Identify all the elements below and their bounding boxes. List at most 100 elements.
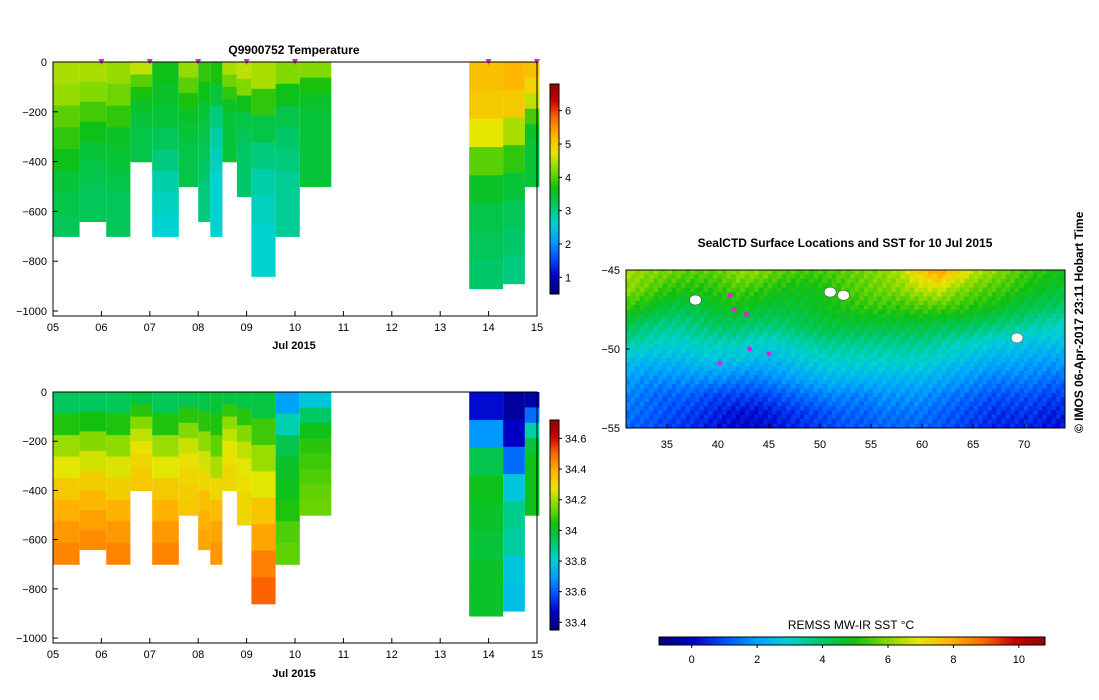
- sst-cell: [978, 318, 984, 324]
- sst-cell: [1014, 370, 1020, 376]
- sst-cell: [927, 327, 933, 332]
- sst-cell: [959, 375, 965, 381]
- sst-cell: [635, 366, 641, 372]
- sst-cell: [1042, 401, 1048, 407]
- sst-cell: [639, 375, 645, 381]
- sst-cell: [936, 327, 942, 332]
- sst-cell: [644, 296, 650, 302]
- temperature-colorbar-swatch: [550, 204, 559, 208]
- sst-cell: [877, 331, 883, 337]
- sst-cell: [845, 384, 851, 389]
- sst-cell: [854, 270, 860, 275]
- sst-colorbar-swatch: [729, 637, 734, 645]
- sst-cell: [955, 331, 961, 337]
- sst-cell: [932, 362, 938, 367]
- temperature-colorbar-swatch: [550, 84, 559, 88]
- sst-cell: [699, 366, 705, 372]
- sst-cell: [895, 414, 901, 420]
- sst-cell: [1023, 300, 1029, 306]
- sst-colorbar-swatch: [845, 637, 850, 645]
- sst-cell: [1042, 313, 1048, 319]
- sst-colorbar-swatch: [848, 637, 853, 645]
- sst-cell: [653, 366, 659, 372]
- temperature-cell: [236, 112, 252, 130]
- sst-cell: [690, 331, 695, 337]
- sst-cell: [882, 384, 888, 389]
- sst-cell: [845, 419, 851, 425]
- sst-colorbar-tick-label: 2: [754, 654, 760, 666]
- sst-cell: [1010, 406, 1016, 411]
- sst-cell: [900, 287, 906, 293]
- sst-cell: [996, 414, 1002, 420]
- sst-cell: [717, 388, 723, 394]
- sst-cell: [991, 362, 997, 367]
- sst-cell: [772, 335, 778, 341]
- sst-cell: [740, 313, 746, 319]
- sst-cell: [886, 423, 892, 429]
- sst-cell: [749, 344, 755, 350]
- sst-cell: [941, 291, 947, 297]
- sst-cell: [790, 344, 796, 350]
- temperature-colorbar-swatch: [550, 223, 559, 227]
- sst-cell: [717, 353, 723, 359]
- sst-cell: [717, 392, 723, 398]
- salinity-cell: [198, 510, 211, 531]
- sst-cell: [740, 322, 746, 328]
- sst-cell: [904, 419, 910, 425]
- temperature-colorbar-label: 1: [565, 272, 571, 284]
- sst-cell: [1046, 340, 1052, 346]
- sst-cell: [744, 287, 750, 293]
- sst-cell: [731, 344, 737, 350]
- sst-cell: [836, 322, 842, 328]
- sst-cell: [795, 283, 801, 288]
- temperature-cell: [79, 181, 107, 202]
- sst-cell: [900, 283, 906, 288]
- sst-cell: [891, 414, 897, 420]
- sst-cell: [955, 274, 961, 280]
- sst-colorbar-swatch: [1025, 637, 1030, 645]
- sst-cell: [731, 278, 737, 284]
- salinity-colorbar-swatch: [550, 483, 559, 487]
- sst-cell: [712, 344, 718, 350]
- sst-cell: [653, 344, 659, 350]
- temperature-cell: [503, 228, 525, 257]
- sst-cell: [968, 270, 974, 275]
- sst-cell: [946, 300, 952, 306]
- sst-colorbar-swatch: [922, 637, 927, 645]
- sst-cell: [918, 392, 924, 398]
- salinity-cell: [130, 478, 153, 491]
- sst-cell: [946, 392, 952, 398]
- sst-cell: [786, 353, 792, 359]
- sst-cell: [703, 313, 709, 319]
- sst-cell: [900, 384, 906, 389]
- sst-cell: [978, 270, 984, 275]
- sst-cell: [904, 327, 910, 332]
- sst-cell: [891, 410, 897, 416]
- sst-cell: [790, 331, 796, 337]
- sst-cell: [763, 406, 769, 411]
- sst-cell: [717, 379, 723, 385]
- sst-cell: [996, 397, 1002, 403]
- sst-colorbar-swatch: [868, 637, 872, 645]
- sst-cell: [799, 287, 805, 293]
- sst-cell: [795, 309, 801, 315]
- sst-cell: [1055, 423, 1061, 429]
- sst-cell: [635, 388, 641, 394]
- temperature-colorbar-swatch: [550, 118, 559, 122]
- sst-cell: [854, 327, 860, 332]
- sst-cell: [959, 300, 965, 306]
- sst-cell: [717, 410, 723, 416]
- sst-cell: [854, 296, 860, 302]
- salinity-cell: [251, 392, 276, 420]
- sst-cell: [685, 331, 691, 337]
- salinity-xtick-label: 05: [47, 649, 59, 661]
- sst-cell: [1023, 401, 1029, 407]
- sst-cell: [754, 366, 760, 372]
- salinity-cell: [275, 413, 300, 436]
- sst-cell: [717, 270, 723, 275]
- temperature-cell: [178, 93, 199, 110]
- sst-cell: [936, 331, 942, 337]
- sst-cell: [900, 423, 906, 429]
- sst-cell: [909, 340, 915, 346]
- sst-colorbar-swatch: [1038, 637, 1043, 645]
